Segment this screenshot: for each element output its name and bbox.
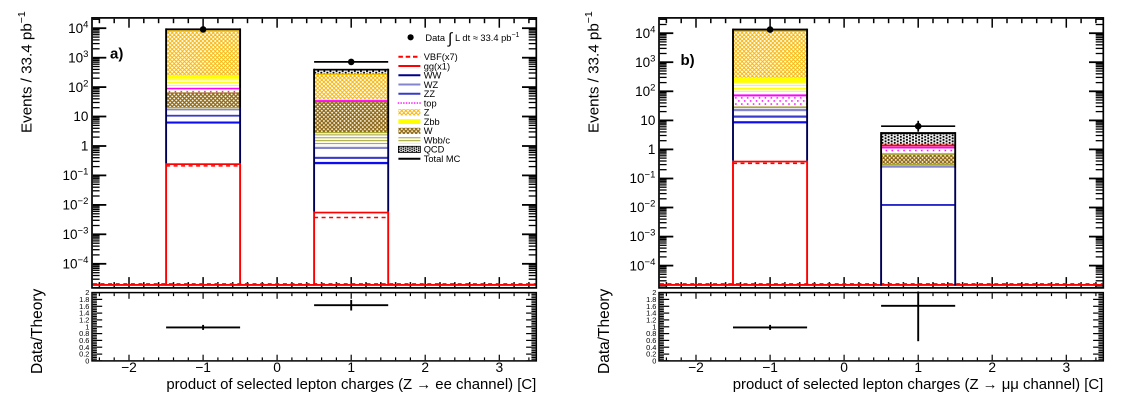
svg-text:0.2: 0.2 — [79, 350, 89, 359]
svg-text:∫: ∫ — [447, 31, 454, 48]
svg-text:Wbb/c: Wbb/c — [424, 135, 451, 145]
svg-text:1: 1 — [81, 139, 89, 154]
svg-text:Events / 33.4 pb−1: Events / 33.4 pb−1 — [583, 11, 603, 133]
svg-text:Data/Theory: Data/Theory — [596, 288, 613, 374]
svg-text:0.6: 0.6 — [646, 336, 656, 345]
svg-text:W: W — [424, 126, 433, 136]
svg-text:gg(x1): gg(x1) — [424, 61, 450, 71]
svg-text:1.4: 1.4 — [79, 309, 89, 318]
svg-text:0: 0 — [652, 357, 656, 366]
svg-text:3: 3 — [1062, 360, 1070, 375]
svg-text:1.2: 1.2 — [79, 316, 89, 325]
svg-text:1: 1 — [347, 360, 355, 375]
svg-text:−1: −1 — [762, 360, 778, 375]
svg-text:0.4: 0.4 — [79, 343, 89, 352]
svg-text:top: top — [424, 98, 437, 108]
svg-text:0: 0 — [273, 360, 281, 375]
svg-text:1.6: 1.6 — [646, 302, 656, 311]
svg-text:1: 1 — [85, 322, 89, 331]
svg-text:2: 2 — [421, 360, 429, 375]
svg-text:−2: −2 — [688, 360, 704, 375]
svg-text:Z: Z — [424, 108, 430, 118]
svg-text:L dt ≈ 33.4 pb−1: L dt ≈ 33.4 pb−1 — [455, 32, 520, 43]
svg-text:1.6: 1.6 — [79, 302, 89, 311]
svg-text:0.6: 0.6 — [79, 336, 89, 345]
svg-text:QCD: QCD — [424, 145, 445, 155]
svg-text:2: 2 — [988, 360, 996, 375]
svg-text:WZ: WZ — [424, 80, 439, 90]
svg-text:1.4: 1.4 — [646, 309, 656, 318]
svg-text:2: 2 — [652, 288, 656, 297]
svg-text:1: 1 — [652, 322, 656, 331]
svg-text:product of selected lepton cha: product of selected lepton charges (Z → … — [166, 377, 536, 393]
svg-text:1: 1 — [914, 360, 922, 375]
svg-text:Total MC: Total MC — [424, 154, 461, 164]
svg-text:1.8: 1.8 — [646, 295, 656, 304]
svg-text:1: 1 — [648, 142, 656, 157]
svg-text:−1: −1 — [195, 360, 211, 375]
svg-text:product of selected lepton cha: product of selected lepton charges (Z → … — [733, 377, 1104, 393]
svg-text:1.8: 1.8 — [79, 295, 89, 304]
svg-text:10: 10 — [640, 113, 655, 128]
svg-text:−2: −2 — [121, 360, 137, 375]
svg-text:0: 0 — [840, 360, 848, 375]
svg-text:Data: Data — [425, 33, 445, 43]
svg-text:0.8: 0.8 — [79, 329, 89, 338]
svg-text:VBF(x7): VBF(x7) — [424, 52, 458, 62]
svg-text:ZZ: ZZ — [424, 89, 436, 99]
svg-text:a): a) — [110, 45, 123, 62]
svg-text:Zbb: Zbb — [424, 117, 440, 127]
svg-text:1.2: 1.2 — [646, 316, 656, 325]
svg-text:Data/Theory: Data/Theory — [29, 288, 46, 374]
svg-text:3: 3 — [495, 360, 503, 375]
svg-text:WW: WW — [424, 71, 442, 81]
svg-text:0.2: 0.2 — [646, 350, 656, 359]
svg-text:10: 10 — [73, 109, 88, 124]
svg-text:Events / 33.4 pb−1: Events / 33.4 pb−1 — [16, 11, 36, 133]
svg-text:2: 2 — [85, 288, 89, 297]
svg-text:0: 0 — [85, 357, 89, 366]
svg-text:0.4: 0.4 — [646, 343, 656, 352]
svg-text:0.8: 0.8 — [646, 329, 656, 338]
svg-text:b): b) — [681, 52, 695, 69]
